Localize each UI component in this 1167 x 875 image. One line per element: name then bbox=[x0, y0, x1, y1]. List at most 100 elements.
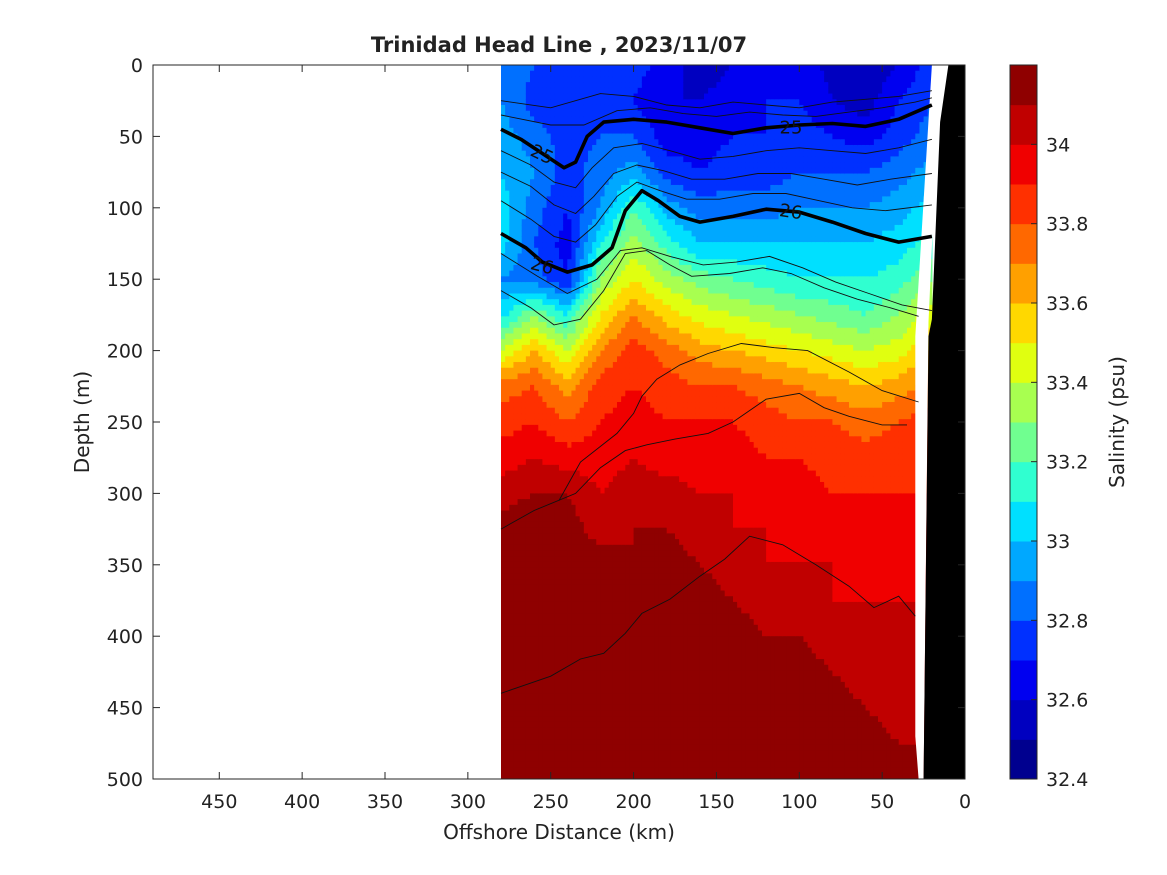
section-cell bbox=[563, 264, 568, 272]
section-cell bbox=[546, 664, 552, 672]
section-cell bbox=[538, 230, 544, 237]
section-cell bbox=[567, 259, 573, 266]
section-cell bbox=[538, 99, 544, 106]
section-cell bbox=[646, 441, 651, 449]
section-cell bbox=[517, 521, 523, 529]
section-cell bbox=[501, 367, 506, 375]
section-cell bbox=[608, 310, 614, 317]
section-cell bbox=[637, 150, 643, 157]
section-cell bbox=[637, 333, 643, 340]
section-cell bbox=[658, 659, 664, 666]
section-cell bbox=[592, 670, 597, 677]
section-cell bbox=[559, 550, 564, 557]
section-cell bbox=[542, 624, 548, 632]
section-cell bbox=[563, 207, 568, 215]
section-cell bbox=[617, 76, 622, 83]
section-cell bbox=[658, 647, 664, 654]
section-cell bbox=[575, 539, 581, 546]
section-cell bbox=[625, 670, 631, 677]
section-cell bbox=[633, 207, 639, 215]
section-cell bbox=[617, 70, 622, 78]
section-cell bbox=[608, 367, 614, 375]
section-cell bbox=[625, 270, 631, 277]
section-cell bbox=[588, 510, 593, 517]
section-cell bbox=[501, 636, 506, 643]
section-cell bbox=[579, 362, 585, 369]
section-cell bbox=[592, 659, 597, 666]
section-cell bbox=[559, 647, 564, 654]
section-cell bbox=[521, 476, 527, 483]
section-cell bbox=[546, 504, 552, 512]
section-cell bbox=[637, 270, 643, 277]
section-cell bbox=[646, 573, 651, 580]
section-cell bbox=[588, 464, 593, 472]
section-cell bbox=[521, 122, 527, 129]
section-cell bbox=[621, 470, 626, 477]
section-cell bbox=[600, 82, 606, 89]
section-cell bbox=[513, 419, 519, 426]
section-cell bbox=[621, 510, 626, 517]
section-cell bbox=[563, 624, 568, 632]
section-cell bbox=[567, 413, 573, 420]
section-cell bbox=[505, 739, 510, 746]
section-cell bbox=[592, 93, 597, 100]
section-cell bbox=[662, 607, 668, 614]
section-cell bbox=[567, 424, 573, 432]
section-cell bbox=[554, 630, 560, 637]
section-cell bbox=[567, 521, 573, 529]
section-cell bbox=[600, 310, 606, 317]
section-cell bbox=[600, 282, 606, 289]
section-cell bbox=[559, 681, 564, 689]
section-cell bbox=[579, 487, 585, 494]
section-cell bbox=[505, 476, 510, 483]
section-cell bbox=[559, 590, 564, 597]
section-cell bbox=[646, 744, 651, 752]
section-cell bbox=[608, 670, 614, 677]
section-cell bbox=[650, 539, 655, 546]
section-cell bbox=[505, 339, 510, 346]
section-cell bbox=[604, 230, 610, 237]
section-cell bbox=[509, 499, 515, 506]
section-cell bbox=[650, 573, 655, 580]
section-cell bbox=[559, 567, 564, 574]
section-cell bbox=[646, 219, 651, 226]
section-cell bbox=[534, 767, 539, 774]
section-cell bbox=[646, 310, 651, 317]
section-cell bbox=[517, 676, 523, 683]
section-cell bbox=[563, 521, 568, 529]
section-cell bbox=[612, 527, 618, 534]
section-cell bbox=[583, 721, 589, 729]
section-cell bbox=[546, 441, 552, 449]
section-cell bbox=[604, 190, 610, 197]
section-cell bbox=[608, 761, 614, 769]
section-cell bbox=[530, 504, 535, 512]
section-cell bbox=[509, 464, 515, 472]
section-cell bbox=[517, 373, 523, 380]
section-cell bbox=[517, 721, 523, 729]
section-cell bbox=[592, 636, 597, 643]
section-cell bbox=[662, 693, 668, 700]
section-cell bbox=[625, 322, 631, 329]
section-cell bbox=[604, 670, 610, 677]
section-cell bbox=[567, 133, 573, 140]
section-cell bbox=[625, 676, 631, 683]
section-cell bbox=[629, 367, 635, 375]
section-cell bbox=[538, 761, 544, 769]
section-cell bbox=[641, 470, 647, 477]
section-cell bbox=[567, 402, 573, 409]
section-cell bbox=[546, 613, 552, 620]
section-cell bbox=[583, 384, 589, 392]
section-cell bbox=[513, 413, 519, 420]
section-cell bbox=[571, 756, 577, 763]
section-cell bbox=[513, 282, 519, 289]
section-cell bbox=[650, 156, 655, 163]
section-cell bbox=[617, 190, 622, 197]
section-cell bbox=[612, 670, 618, 677]
section-cell bbox=[641, 607, 647, 614]
section-cell bbox=[571, 681, 577, 689]
section-cell bbox=[637, 556, 643, 563]
section-cell bbox=[542, 744, 548, 752]
section-cell bbox=[534, 310, 539, 317]
section-cell bbox=[662, 133, 668, 140]
section-cell bbox=[550, 504, 556, 512]
